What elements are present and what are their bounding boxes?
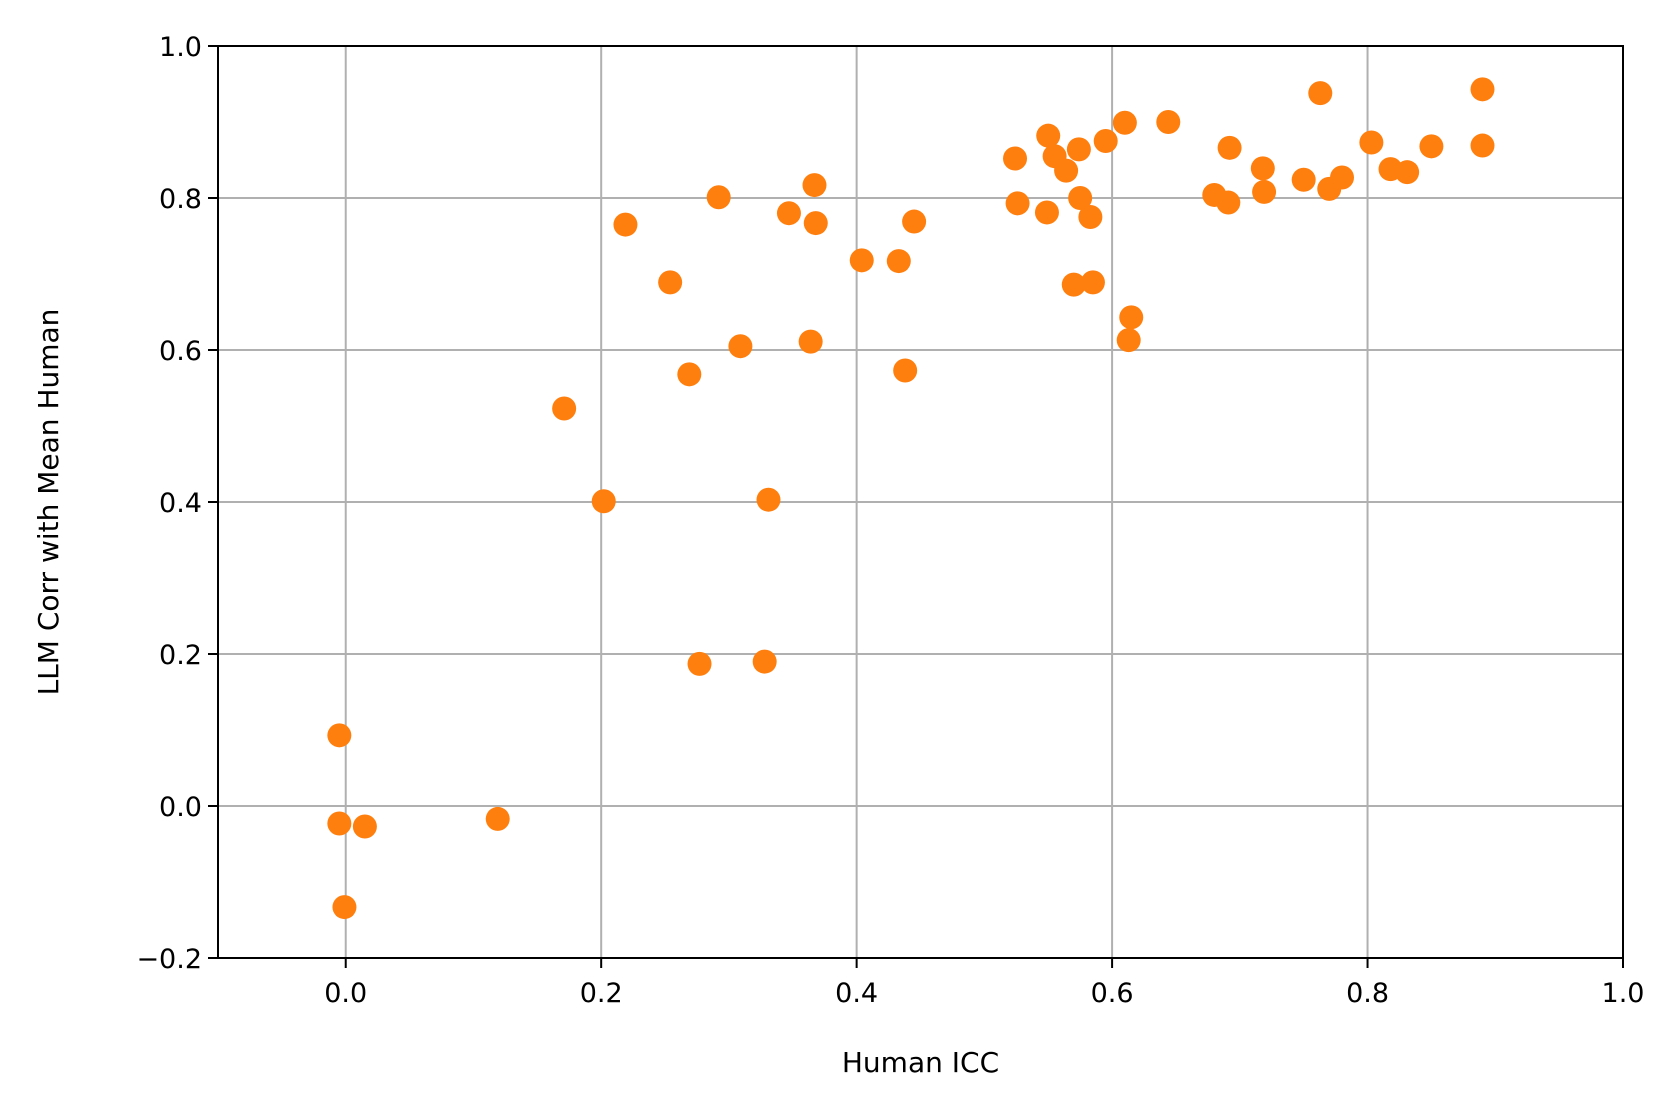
data-point: [728, 334, 753, 359]
data-point: [803, 211, 828, 236]
data-point: [1034, 200, 1059, 225]
data-point: [677, 362, 702, 387]
data-point: [706, 185, 731, 210]
y-tick-label: 0.6: [159, 336, 202, 367]
x-tick-label: 0.6: [1091, 978, 1134, 1009]
data-point: [1330, 165, 1354, 190]
data-point: [1470, 133, 1495, 158]
data-point: [1216, 190, 1241, 215]
data-point: [1036, 123, 1061, 148]
data-point: [752, 649, 777, 674]
data-point: [327, 811, 352, 836]
y-axis: −0.2 0.0 0.2 0.4 0.6 0.8 1.0: [136, 32, 218, 975]
data-point: [552, 396, 577, 421]
data-point: [687, 651, 712, 676]
y-axis-label: LLM Corr with Mean Human: [32, 309, 65, 696]
data-point: [1116, 328, 1141, 353]
y-tick-label: 0.8: [159, 184, 202, 215]
data-point: [1061, 272, 1086, 297]
data-point: [756, 487, 781, 512]
data-point: [893, 358, 918, 383]
x-axis: 0.0 0.2 0.4 0.6 0.8 1.0: [324, 958, 1644, 1009]
data-point: [1156, 110, 1181, 134]
data-point: [1112, 110, 1137, 135]
y-tick-label: 0.2: [159, 640, 202, 671]
x-tick-label: 1.0: [1602, 978, 1645, 1009]
x-tick-label: 0.2: [580, 978, 623, 1009]
data-point: [1250, 156, 1275, 181]
data-point: [1093, 129, 1118, 153]
data-point: [332, 895, 357, 920]
x-axis-label: Human ICC: [842, 1046, 999, 1079]
data-point: [658, 270, 683, 295]
data-point: [776, 201, 801, 226]
data-point: [1217, 135, 1242, 160]
y-tick-label: 1.0: [159, 32, 202, 63]
data-point: [1252, 179, 1277, 204]
data-point: [352, 814, 377, 839]
data-point: [1078, 205, 1103, 229]
y-tick-label: 0.4: [159, 488, 202, 519]
data-point: [1395, 160, 1420, 185]
data-point: [613, 212, 638, 237]
data-point: [1419, 134, 1444, 159]
data-points: [327, 77, 1495, 920]
data-point: [1308, 81, 1333, 106]
data-point: [1005, 191, 1030, 216]
data-point: [327, 723, 352, 748]
data-point: [886, 249, 911, 274]
data-point: [1003, 146, 1028, 171]
data-point: [1470, 77, 1495, 102]
data-point: [485, 806, 510, 831]
data-point: [1359, 130, 1384, 155]
x-tick-label: 0.8: [1346, 978, 1389, 1009]
data-point: [1066, 137, 1091, 162]
x-tick-label: 0.0: [324, 978, 367, 1009]
data-point: [802, 173, 827, 198]
data-point: [1291, 167, 1316, 192]
data-point: [849, 248, 874, 273]
data-point: [1068, 186, 1093, 210]
y-tick-label: −0.2: [136, 944, 202, 975]
x-tick-label: 0.4: [835, 978, 878, 1009]
data-point: [591, 489, 616, 514]
data-point: [1080, 270, 1105, 295]
y-tick-label: 0.0: [159, 792, 202, 823]
data-point: [1054, 158, 1079, 183]
data-point: [798, 329, 823, 354]
data-point: [1119, 305, 1144, 330]
data-point: [902, 209, 927, 234]
